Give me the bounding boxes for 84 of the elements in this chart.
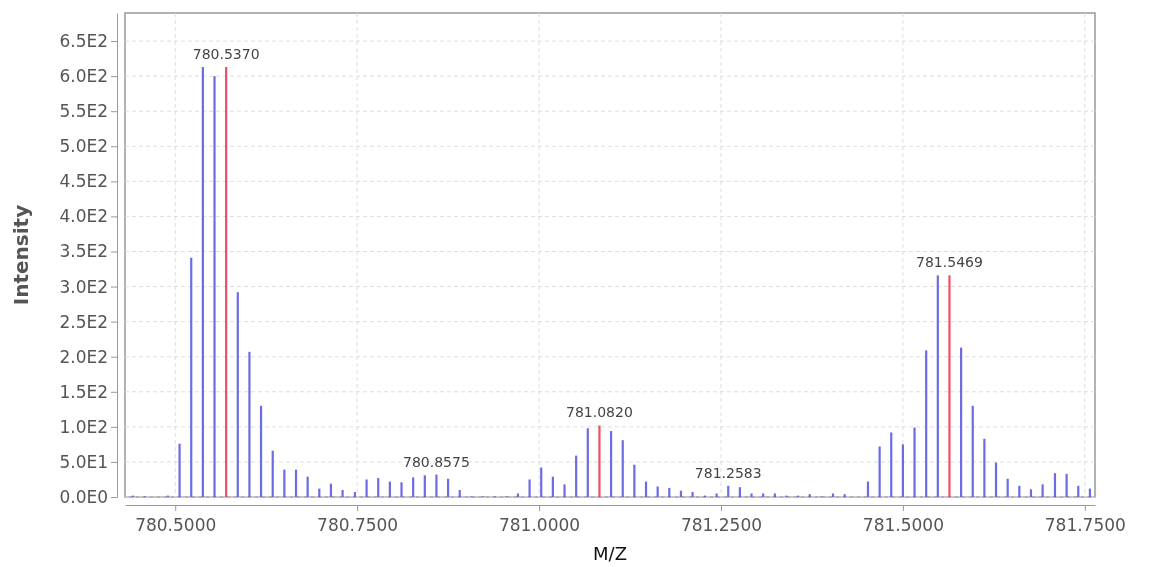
bar [458, 489, 461, 497]
bar [248, 351, 251, 497]
y-tick-label: 0.0E0 [59, 486, 108, 507]
bar [598, 425, 601, 497]
y-axis-title: Intensity [9, 204, 33, 306]
bar [948, 275, 951, 497]
bar [329, 483, 333, 497]
y-tick-label: 5.0E2 [59, 136, 108, 157]
y-tick-label: 2.0E2 [59, 346, 108, 367]
bar [435, 474, 438, 497]
x-tick-label: 781.0000 [498, 515, 581, 535]
bar [773, 493, 776, 497]
x-tick-label: 780.7500 [317, 515, 399, 535]
x-tick-label: 781.2500 [680, 515, 763, 535]
bar [750, 493, 753, 497]
x-tick-label: 780.5000 [135, 515, 217, 535]
y-tick-label: 5.0E1 [59, 451, 108, 472]
bar [715, 493, 718, 497]
bar [400, 482, 403, 497]
bar [1029, 489, 1033, 497]
bar [983, 438, 986, 497]
y-tick-label: 3.0E2 [59, 276, 108, 297]
bar [738, 487, 741, 497]
bar [528, 479, 531, 497]
annotation: 781.2583 [694, 464, 762, 481]
bar [377, 478, 380, 497]
annotation: 781.0820 [566, 404, 633, 421]
bar [913, 427, 916, 497]
annotation: 780.5370 [192, 46, 260, 63]
y-tick-label: 6.5E2 [59, 31, 108, 51]
bar [1006, 478, 1009, 497]
bar [609, 431, 613, 497]
bar [213, 76, 216, 497]
bar [633, 464, 636, 497]
bar [178, 443, 181, 497]
bar [925, 350, 928, 497]
bar [575, 455, 578, 497]
y-tick-label: 1.5E2 [59, 381, 108, 402]
bar [423, 475, 426, 497]
annotation: 780.8575 [403, 453, 470, 470]
bar [1053, 473, 1057, 497]
bar [621, 440, 624, 497]
y-tick-label: 5.5E2 [59, 101, 108, 122]
bar [1065, 473, 1068, 497]
bar [586, 428, 589, 497]
bar [831, 493, 835, 497]
bar [971, 405, 974, 497]
bar [365, 479, 368, 497]
bar [446, 478, 450, 497]
x-axis-title: M/Z [593, 543, 627, 564]
bar [878, 446, 881, 497]
bar [201, 67, 204, 497]
x-tick-label: 781.5000 [862, 515, 944, 535]
bar [236, 292, 239, 497]
bar [190, 257, 193, 497]
bar [762, 493, 765, 497]
bar [901, 444, 904, 497]
bar [283, 469, 286, 497]
bar [656, 486, 659, 497]
bar [808, 494, 811, 497]
bar [691, 492, 694, 497]
bar [563, 484, 566, 497]
annotation: 781.5469 [916, 254, 983, 271]
bar [843, 494, 846, 497]
y-tick-label: 3.5E2 [59, 241, 108, 262]
x-tick-label: 781.7500 [1044, 515, 1126, 535]
bar [890, 432, 893, 497]
bar [668, 487, 671, 497]
bar [1041, 484, 1044, 497]
y-tick-label: 4.5E2 [59, 171, 108, 192]
bar [353, 492, 357, 497]
bar [412, 477, 415, 497]
bar [259, 405, 263, 497]
bar [225, 67, 228, 497]
bar [341, 489, 344, 497]
bar [294, 469, 298, 497]
bar [271, 450, 274, 497]
y-tick-label: 2.5E2 [59, 311, 108, 332]
bar [516, 493, 520, 497]
bar [936, 275, 939, 497]
bar [960, 347, 963, 497]
y-tick-label: 4.0E2 [59, 206, 108, 227]
y-tick-label: 1.0E2 [59, 416, 108, 437]
y-tick-label: 6.0E2 [59, 66, 108, 87]
